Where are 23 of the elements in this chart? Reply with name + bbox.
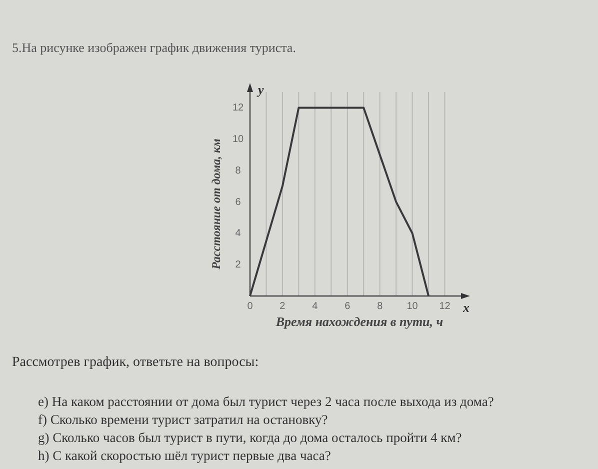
x-tick-label: 8	[377, 301, 384, 312]
text: x	[462, 300, 470, 315]
annotation: y	[256, 82, 264, 97]
x-tick-label: 6	[344, 301, 351, 312]
y-axis-title: Расстояние от дома, км	[209, 138, 223, 270]
y-tick-label: 12	[232, 102, 244, 114]
y-tick-label: 4	[235, 228, 242, 240]
chart-title: 5.На рисунке изображен график движения туриста.	[12, 40, 296, 55]
text: Рассмотрев график, ответьте на вопросы:	[12, 355, 259, 370]
x-tick-label: 12	[439, 301, 451, 312]
y-tick-label: 2	[235, 260, 242, 271]
y-tick-label: 6	[235, 196, 242, 208]
text: g) Сколько часов был турист в пути, когда до дома осталось пройти 4 км?	[38, 430, 462, 445]
x-tick-label: 0	[247, 301, 254, 312]
x-axis-title: Время нахождения в пути, ч	[274, 314, 444, 329]
y-tick-label: 8	[235, 165, 242, 176]
text: e) На каком расстоянии от дома был турист через 2 часа после выхода из дома?	[38, 394, 494, 409]
text: f) Сколько времени турист затратил на остановку?	[38, 412, 328, 427]
x-tick-label: 4	[312, 301, 318, 312]
text: h) С какой скоростью шёл турист первые два часа?	[38, 448, 331, 463]
x-tick-label: 10	[406, 301, 418, 312]
y-tick-label: 10	[232, 134, 244, 146]
x-tick-label: 2	[280, 301, 286, 312]
